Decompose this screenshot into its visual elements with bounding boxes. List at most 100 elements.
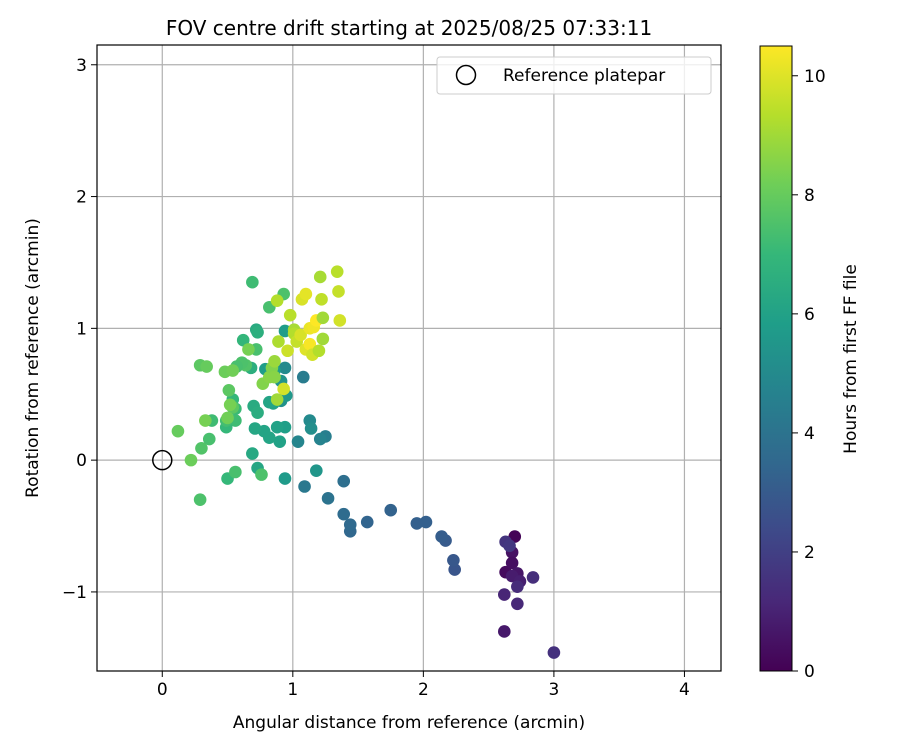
scatter-point bbox=[226, 364, 240, 377]
scatter-point bbox=[315, 293, 328, 306]
scatter-point bbox=[447, 553, 460, 567]
scatter-point bbox=[310, 464, 323, 477]
colorbar-tick-label: 8 bbox=[804, 186, 815, 206]
x-tick-label: 0 bbox=[157, 680, 168, 700]
x-tick-label: 1 bbox=[287, 680, 298, 700]
legend: Reference platepar bbox=[436, 56, 712, 95]
scatter-point bbox=[268, 370, 281, 384]
scatter-point bbox=[384, 503, 398, 517]
scatter-point bbox=[270, 393, 284, 406]
scatter-point bbox=[221, 411, 234, 425]
scatter-point bbox=[337, 474, 351, 488]
scatter-point bbox=[313, 432, 327, 446]
scatter-point bbox=[547, 646, 561, 659]
scatter-point bbox=[246, 447, 259, 460]
colorbar-gradient bbox=[759, 45, 793, 672]
scatter-point bbox=[229, 465, 242, 479]
colorbar-tick-label: 6 bbox=[804, 305, 815, 325]
scatter-point bbox=[333, 314, 347, 327]
scatter-point bbox=[193, 493, 207, 506]
scatter-point bbox=[313, 270, 327, 284]
scatter-point bbox=[270, 420, 284, 434]
x-tick-label: 3 bbox=[548, 680, 559, 700]
x-axis-ticks: 0 1 2 3 4 bbox=[157, 671, 690, 700]
colorbar-tick-label: 10 bbox=[804, 67, 826, 87]
legend-entry-reference: Reference platepar bbox=[503, 66, 665, 86]
scatter-point bbox=[277, 382, 290, 396]
colorbar-tick-label: 0 bbox=[804, 662, 815, 682]
scatter-point bbox=[511, 597, 524, 611]
scatter-point bbox=[223, 398, 237, 412]
scatter-point bbox=[222, 383, 236, 397]
y-tick-label: 0 bbox=[76, 451, 87, 471]
scatter-point bbox=[448, 563, 461, 576]
scatter-point bbox=[511, 580, 524, 593]
scatter-point bbox=[273, 435, 287, 448]
chart-title: FOV centre drift starting at 2025/08/25 … bbox=[166, 16, 652, 40]
scatter-point bbox=[278, 361, 292, 375]
y-tick-label: 2 bbox=[76, 188, 87, 208]
colorbar: 0 2 4 6 8 10 Hours from first FF file bbox=[759, 45, 861, 682]
scatter-point bbox=[272, 335, 285, 348]
scatter-point bbox=[251, 406, 264, 419]
scatter-point bbox=[255, 468, 268, 481]
scatter-point bbox=[505, 556, 519, 570]
scatter-point bbox=[199, 414, 212, 427]
scatter-point bbox=[316, 311, 330, 325]
scatter-point bbox=[298, 480, 311, 493]
axes-frame bbox=[96, 44, 722, 672]
scatter-point bbox=[526, 571, 540, 584]
x-axis-label: Angular distance from reference (arcmin) bbox=[233, 713, 585, 733]
reference-point bbox=[152, 449, 173, 471]
scatter-point bbox=[316, 332, 330, 346]
scatter-point bbox=[268, 354, 281, 368]
scatter-point bbox=[281, 344, 294, 358]
scatter-point bbox=[278, 472, 292, 485]
scatter-point bbox=[294, 328, 307, 342]
colorbar-tick-label: 2 bbox=[804, 543, 815, 563]
scatter-point bbox=[343, 518, 357, 532]
scatter-point bbox=[184, 453, 198, 467]
scatter-point bbox=[195, 441, 208, 455]
scatter-point bbox=[202, 432, 216, 446]
scatter-point bbox=[299, 287, 313, 301]
x-tick-label: 4 bbox=[679, 680, 690, 700]
scatter-point bbox=[296, 370, 310, 384]
y-axis-ticks: −1 0 1 2 3 bbox=[62, 56, 97, 603]
scatter-point bbox=[410, 517, 424, 530]
scatter-point bbox=[321, 492, 335, 505]
legend-reference-marker bbox=[455, 64, 477, 86]
scatter-point bbox=[332, 285, 345, 298]
scatter-point bbox=[246, 275, 259, 289]
scatter-point bbox=[291, 435, 305, 448]
scatter-point bbox=[330, 265, 344, 278]
y-tick-label: −1 bbox=[62, 583, 87, 603]
scatter-point bbox=[236, 333, 250, 347]
scatter-points bbox=[171, 265, 561, 659]
reference-platepar-marker bbox=[152, 449, 173, 471]
y-axis-label: Rotation from reference (arcmin) bbox=[23, 218, 43, 498]
scatter-point bbox=[242, 343, 255, 356]
scatter-point bbox=[248, 422, 262, 435]
plot-area: 0 1 2 3 4 −1 0 1 2 3 bbox=[62, 44, 722, 700]
scatter-point bbox=[360, 515, 374, 529]
y-tick-label: 3 bbox=[76, 56, 87, 76]
scatter-point bbox=[304, 422, 318, 435]
scatter-point bbox=[270, 294, 284, 307]
colorbar-ticks: 0 2 4 6 8 10 bbox=[792, 67, 826, 682]
y-tick-label: 1 bbox=[76, 319, 87, 339]
scatter-point bbox=[312, 344, 326, 358]
scatter-point bbox=[251, 326, 264, 339]
scatter-point bbox=[503, 539, 516, 553]
colorbar-label: Hours from first FF file bbox=[841, 264, 861, 454]
scatter-point bbox=[337, 507, 351, 521]
scatter-point bbox=[435, 530, 448, 543]
scatter-point bbox=[508, 530, 522, 543]
x-tick-label: 2 bbox=[418, 680, 429, 700]
scatter-point bbox=[497, 588, 511, 601]
scatter-point bbox=[303, 337, 317, 351]
scatter-point bbox=[283, 308, 297, 322]
legend-box bbox=[436, 56, 712, 95]
